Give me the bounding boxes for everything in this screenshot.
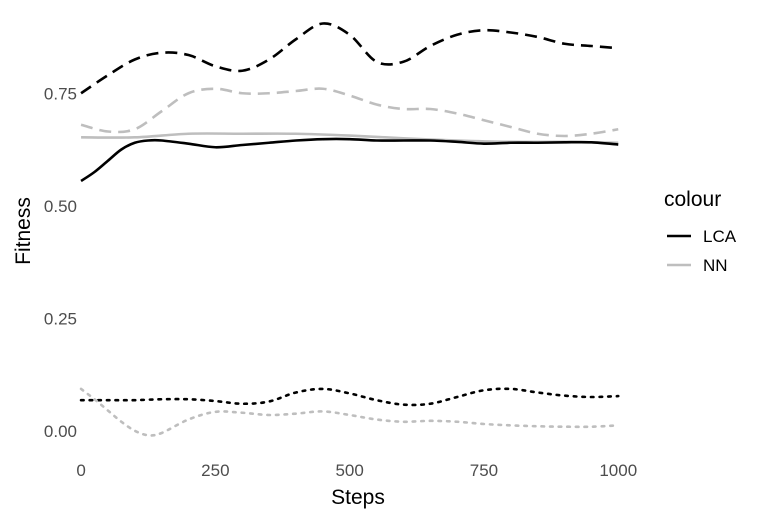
legend-label-nn: NN [703, 256, 728, 275]
y-axis-ticks: 0.00 0.25 0.50 0.75 [44, 84, 77, 441]
x-tick-label: 1000 [599, 461, 637, 480]
x-tick-label: 0 [76, 461, 85, 480]
x-axis-ticks: 0 250 500 750 1000 [76, 461, 637, 480]
x-tick-label: 750 [470, 461, 498, 480]
series-line-lca-dotted [79, 387, 620, 407]
legend-title: colour [664, 188, 721, 211]
legend: colour LCA NN [664, 188, 737, 275]
legend-label-lca: LCA [703, 227, 737, 246]
series-line-nn-dashed [80, 87, 619, 138]
plot-series-group [79, 22, 620, 437]
x-axis-title: Steps [331, 486, 385, 509]
series-line-nn-dotted [79, 387, 620, 437]
series-line-lca-solid [80, 137, 619, 183]
y-tick-label: 0.25 [44, 309, 77, 328]
y-tick-label: 0.00 [44, 422, 77, 441]
x-tick-label: 500 [335, 461, 363, 480]
y-tick-label: 0.50 [44, 197, 77, 216]
x-tick-label: 250 [201, 461, 229, 480]
series-line-lca-dashed [80, 22, 619, 95]
y-axis-title: Fitness [12, 197, 35, 265]
y-tick-label: 0.75 [44, 84, 77, 103]
